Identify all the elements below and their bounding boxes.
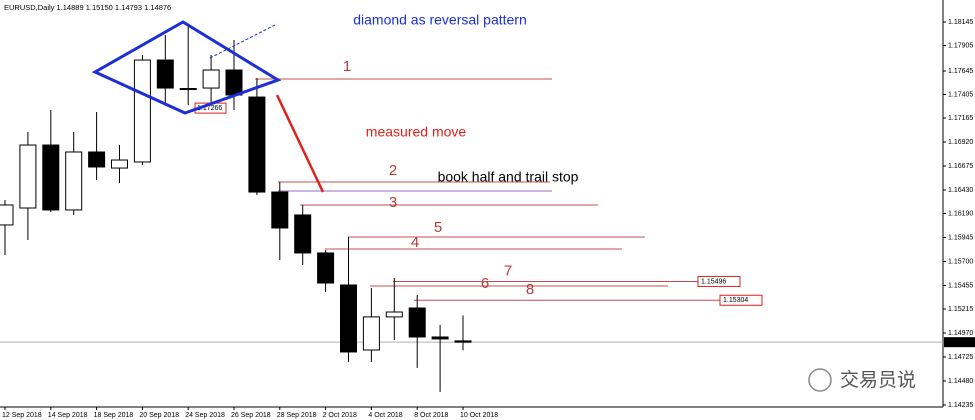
price-box-label: 1.15496: [701, 278, 726, 285]
candle-body: [340, 284, 357, 353]
y-tick-label: 1.16920: [948, 139, 973, 146]
candle-body: [408, 307, 426, 338]
x-tick-label: 2 Oct 2018: [323, 412, 357, 419]
y-tick-label: 1.14725: [948, 354, 973, 361]
annotation: measured move: [366, 124, 467, 140]
y-tick-label: 1.17165: [948, 115, 973, 122]
candle-body: [454, 340, 472, 343]
level-label: 7: [504, 262, 512, 279]
candle-body: [385, 311, 403, 318]
level-label: 1: [343, 58, 351, 75]
candle-body: [19, 144, 37, 209]
candle-body: [317, 252, 335, 284]
x-tick-label: 28 Sep 2018: [277, 412, 317, 419]
candle-body: [88, 151, 106, 168]
y-tick-label: 1.17905: [948, 42, 973, 49]
y-tick-label: 1.16430: [948, 187, 973, 194]
y-tick-label: 1.14480: [948, 378, 973, 385]
x-tick-label: 12 Sep 2018: [2, 412, 42, 419]
candle-body: [202, 69, 220, 89]
y-tick-label: 1.14970: [948, 330, 973, 337]
candle-body: [65, 151, 83, 211]
candle-body: [431, 336, 449, 340]
x-tick-label: 14 Sep 2018: [48, 412, 88, 419]
watermark: 交易员说: [840, 369, 916, 391]
candle-body: [42, 144, 60, 211]
last-price-box: [944, 337, 975, 348]
annotation: book half and trail stop: [438, 169, 579, 185]
y-tick-label: 1.18145: [948, 19, 973, 26]
price-box: [719, 294, 763, 306]
candle-body: [271, 191, 289, 229]
diamond-shape: [91, 20, 282, 115]
candle-body: [133, 59, 151, 163]
candle-body: [362, 316, 380, 351]
annotation: diamond as reversal pattern: [353, 12, 527, 28]
x-tick-label: 26 Sep 2018: [231, 412, 271, 419]
candle-body: [0, 204, 14, 226]
y-tick-label: 1.16190: [948, 210, 973, 217]
plot: 1.18145 1.17905 1.17645 1.17405 1.17165 1.169…: [0, 19, 975, 419]
x-tick-label: 10 Oct 2018: [460, 412, 498, 419]
candle-body: [248, 96, 266, 193]
x-tick-label: 18 Sep 2018: [94, 412, 134, 419]
candle-body: [156, 59, 174, 89]
level-label: 5: [434, 219, 442, 236]
candle-body: [225, 69, 243, 96]
chart-title: EURUSD,Daily 1.14889 1.15150 1.14793 1.1…: [4, 3, 171, 12]
x-tick-label: 20 Sep 2018: [139, 412, 179, 419]
x-tick-label: 8 Oct 2018: [414, 412, 448, 419]
y-tick-label: 1.15455: [948, 282, 973, 289]
x-tick-label: 24 Sep 2018: [185, 412, 225, 419]
last-price-label: 1.14876: [946, 339, 971, 346]
y-tick-label: 1.17645: [948, 68, 973, 75]
level-label: 2: [389, 162, 397, 179]
level-label: 3: [389, 194, 397, 211]
price-box: [697, 275, 741, 287]
candle-body: [111, 159, 128, 169]
y-tick-label: 1.15700: [948, 258, 973, 265]
candle-body: [179, 88, 197, 91]
trend-line: [209, 24, 276, 59]
y-tick-label: 1.16675: [948, 163, 973, 170]
level-label: 8: [526, 281, 534, 298]
measured-move-line: [275, 94, 325, 193]
watermark-icon: [808, 368, 832, 392]
level-label: 4: [411, 234, 419, 251]
y-tick-label: 1.15945: [948, 234, 973, 241]
candle-body: [294, 214, 312, 254]
y-tick-label: 1.15215: [948, 306, 973, 313]
y-tick-label: 1.17405: [948, 91, 973, 98]
x-tick-label: 4 Oct 2018: [368, 412, 402, 419]
marker-label: 1.17266: [197, 105, 222, 112]
y-tick-label: 1.14235: [948, 402, 973, 409]
price-box-label: 1.15304: [723, 297, 748, 304]
level-label: 6: [481, 275, 489, 292]
